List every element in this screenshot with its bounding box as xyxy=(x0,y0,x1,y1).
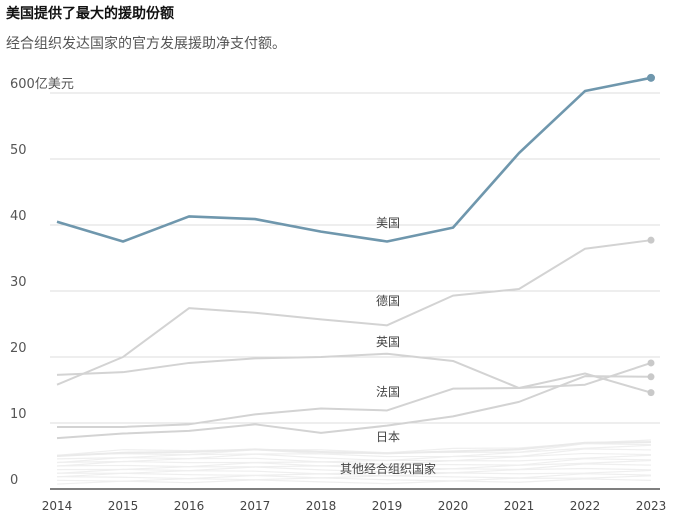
texture-line xyxy=(56,454,652,467)
other-countries-texture xyxy=(56,439,652,485)
y-tick-label: 0 xyxy=(10,473,18,488)
texture-line xyxy=(56,448,652,464)
series-line xyxy=(56,76,652,243)
x-tick-label: 2020 xyxy=(438,499,469,513)
x-axis-ticks: 2014 2015 2016 2017 2018 2019 2020 2021 2022 2023 xyxy=(42,499,667,513)
series-label: 德国 xyxy=(376,293,400,308)
y-axis-ticks: 0 10 20 30 40 50 600亿美元 xyxy=(10,77,74,488)
x-tick-label: 2018 xyxy=(306,499,337,513)
series-label: 日本 xyxy=(376,430,400,444)
x-tick-label: 2021 xyxy=(504,499,535,513)
y-tick-label: 30 xyxy=(10,275,27,290)
y-tick-label: 600亿美元 xyxy=(10,77,74,92)
y-tick-label: 50 xyxy=(10,143,27,158)
y-tick-label: 20 xyxy=(10,341,27,356)
y-tick-label: 10 xyxy=(10,407,27,422)
x-tick-label: 2015 xyxy=(108,499,139,513)
x-tick-label: 2023 xyxy=(636,499,667,513)
series-line xyxy=(56,375,652,440)
y-tick-label: 40 xyxy=(10,209,27,224)
texture-line xyxy=(56,452,652,463)
x-tick-label: 2017 xyxy=(240,499,271,513)
x-tick-label: 2014 xyxy=(42,499,73,513)
chart-title: 美国提供了最大的援助份额 xyxy=(6,6,174,22)
series-end-point xyxy=(647,236,655,244)
series-label: 法国 xyxy=(376,385,400,399)
texture-line xyxy=(56,467,652,475)
series-line xyxy=(57,372,652,428)
texture-line xyxy=(56,459,652,471)
x-tick-label: 2019 xyxy=(372,499,403,513)
series-end-point xyxy=(647,373,655,381)
series-line-other xyxy=(56,441,652,457)
chart-subtitle: 经合组织发达国家的官方发展援助净支付额。 xyxy=(6,36,286,52)
grid-lines xyxy=(50,92,660,490)
texture-line xyxy=(56,478,652,485)
series-line xyxy=(56,352,652,390)
texture-line xyxy=(56,473,652,480)
series-end-point xyxy=(647,359,655,367)
series-label: 英国 xyxy=(376,335,400,349)
texture-line xyxy=(56,458,652,468)
series-label: 其他经合组织国家 xyxy=(340,461,436,476)
series-line xyxy=(56,239,652,386)
series-end-point xyxy=(647,73,655,82)
texture-line xyxy=(56,475,652,482)
series-end-point xyxy=(647,389,655,397)
x-tick-label: 2016 xyxy=(174,499,205,513)
texture-line xyxy=(56,444,652,460)
texture-line xyxy=(56,463,652,474)
series-label: 美国 xyxy=(376,216,400,230)
x-tick-label: 2022 xyxy=(570,499,601,513)
series-lines xyxy=(56,73,655,457)
texture-line xyxy=(56,469,652,478)
